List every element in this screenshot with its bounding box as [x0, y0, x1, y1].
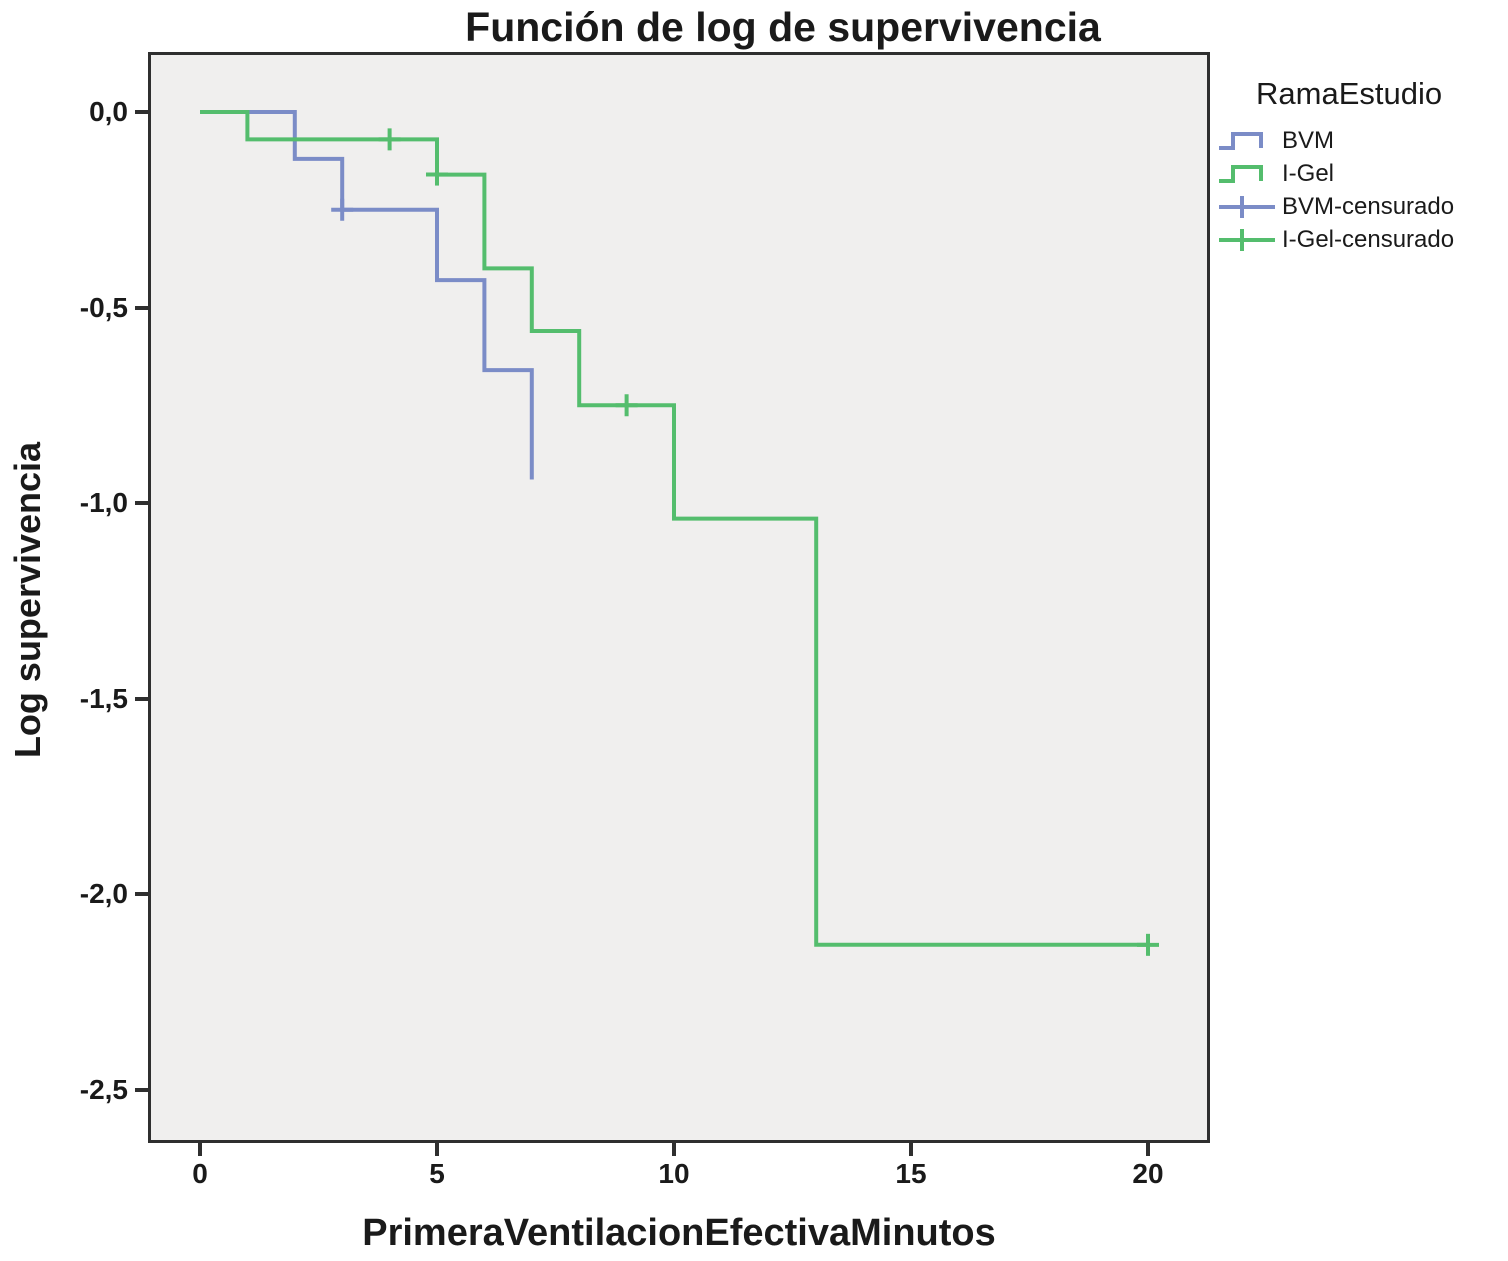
x-tick-label: 10 [658, 1158, 690, 1189]
legend-censored-icon [1219, 196, 1275, 218]
series-line-i-gel [200, 110, 1148, 947]
legend-censored-icon [1219, 229, 1275, 251]
x-tick-label: 5 [429, 1158, 445, 1189]
legend-entry: I-Gel [1218, 157, 1454, 190]
legend-entry: BVM-censurado [1218, 190, 1454, 223]
y-tick [135, 1087, 148, 1092]
legend-step-icon [1219, 132, 1263, 150]
legend-entry-label: BVM-censurado [1282, 192, 1455, 220]
y-tick-label: 0,0 [89, 96, 128, 127]
censored-marker-i-gel [426, 163, 448, 186]
legend-entry: I-Gel-censurado [1218, 223, 1454, 256]
y-tick-label: -2,0 [79, 878, 128, 909]
y-tick [135, 696, 148, 701]
censored-marker-i-gel [615, 394, 638, 417]
legend-entry-label: I-Gel-censurado [1282, 225, 1455, 253]
censored-marker-bvm [331, 198, 354, 221]
legend-entries: BVM I-Gel BVM-censurado I-Gel-censurado [1218, 124, 1454, 256]
legend-entry: BVM [1218, 124, 1454, 157]
y-tick [135, 501, 148, 505]
x-tick [909, 1143, 913, 1156]
series-line-bvm [200, 110, 534, 480]
y-axis-label: Log supervivencia [7, 441, 48, 759]
chart-title: Función de log de supervivencia [465, 4, 1101, 50]
y-tick-label: -1,5 [79, 682, 128, 714]
legend: RamaEstudio BVM I-Gel BVM-censurado I-Gel-c… [1218, 76, 1454, 256]
y-tick-label: -2,5 [79, 1073, 128, 1105]
x-axis-label: PrimeraVentilacionEfectivaMinutos [362, 1212, 996, 1254]
x-tick-label: 15 [895, 1158, 927, 1189]
plot-svg [200, 110, 1159, 956]
x-tick [672, 1143, 676, 1156]
legend-step-icon [1219, 165, 1263, 183]
x-tick-label: 20 [1132, 1158, 1164, 1189]
x-tick [198, 1143, 202, 1156]
x-tick [435, 1143, 439, 1156]
x-tick [1146, 1143, 1150, 1156]
y-tick-label: -0,5 [79, 291, 128, 323]
legend-title: RamaEstudio [1256, 76, 1443, 111]
plot-area [148, 52, 1210, 1143]
legend-entry-label: I-Gel [1282, 159, 1335, 187]
y-tick-label: -1,0 [79, 487, 128, 518]
y-tick [135, 305, 148, 310]
y-tick [135, 892, 148, 896]
x-tick-label: 0 [192, 1158, 208, 1189]
censored-marker-i-gel [378, 128, 401, 151]
censored-marker-i-gel [1137, 933, 1159, 956]
legend-entry-label: BVM [1282, 126, 1335, 154]
y-tick [135, 110, 148, 114]
